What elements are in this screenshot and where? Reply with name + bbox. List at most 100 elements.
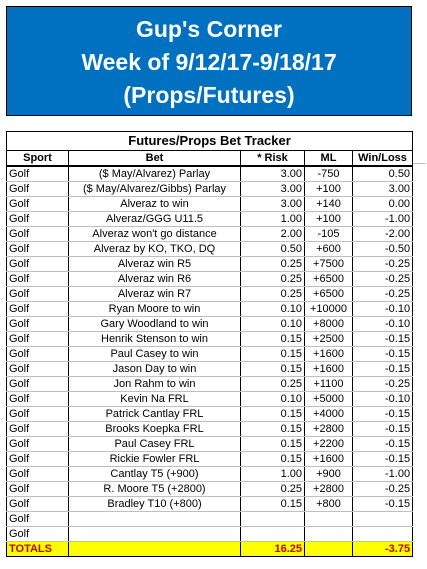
gridline-fragment <box>412 163 426 164</box>
cell-risk: 2.00 <box>240 226 305 242</box>
cell-winloss: -0.25 <box>351 376 414 392</box>
cell-sport: Golf <box>6 496 69 512</box>
cell-ml: +7500 <box>304 256 353 272</box>
table-row: Golf Paul Casey FRL 0.15 +2200 -0.15 <box>6 436 414 452</box>
cell-risk: 0.15 <box>240 346 305 362</box>
cell-ml: +10000 <box>304 301 353 317</box>
cell-winloss: -0.10 <box>351 316 414 332</box>
cell-sport: Golf <box>6 361 69 377</box>
cell-bet: Alveraz win R5 <box>68 256 241 272</box>
cell-winloss: -0.15 <box>351 406 414 422</box>
table-row: Golf Ryan Moore to win 0.10 +10000 -0.10 <box>6 301 414 317</box>
totals-row: TOTALS 16.25 -3.75 <box>6 541 414 557</box>
header-sport: Sport <box>6 150 69 167</box>
cell-ml: +800 <box>304 496 353 512</box>
cell-ml: +2500 <box>304 331 353 347</box>
cell-winloss: -0.25 <box>351 286 414 302</box>
cell-risk: 1.00 <box>240 466 305 482</box>
cell-winloss: -0.15 <box>351 331 414 347</box>
cell-risk: 0.15 <box>240 451 305 467</box>
cell-bet: ($ May/Alvarez/Gibbs) Parlay <box>68 181 241 197</box>
cell-bet: Jon Rahm to win <box>68 376 241 392</box>
cell-ml: +2800 <box>304 421 353 437</box>
cell-bet: Alveraz to win <box>68 196 241 212</box>
cell-bet: Paul Casey to win <box>68 346 241 362</box>
cell-ml: +100 <box>304 211 353 227</box>
bet-tracker-table: Futures/Props Bet Tracker Sport Bet * Ri… <box>5 131 414 557</box>
cell-bet: Henrik Stenson to win <box>68 331 241 347</box>
cell-risk: 0.25 <box>240 271 305 287</box>
cell-winloss <box>351 526 414 542</box>
table-row: Golf Patrick Cantlay FRL 0.15 +4000 -0.15 <box>6 406 414 422</box>
table-row: Golf <box>6 526 414 542</box>
cell-risk: 0.10 <box>240 391 305 407</box>
cell-bet: Alveraz by KO, TKO, DQ <box>68 241 241 257</box>
cell-sport: Golf <box>6 316 69 332</box>
cell-winloss <box>351 511 414 527</box>
cell-sport: Golf <box>6 331 69 347</box>
table-row: Golf Cantlay T5 (+900) 1.00 +900 -1.00 <box>6 466 414 482</box>
cell-risk: 0.15 <box>240 496 305 512</box>
cell-winloss: -0.15 <box>351 496 414 512</box>
page-banner: Gup's Corner Week of 9/12/17-9/18/17 (Pr… <box>6 6 412 116</box>
table-row: Golf R. Moore T5 (+2800) 0.25 +2800 -0.25 <box>6 481 414 497</box>
table-row: Golf <box>6 511 414 527</box>
cell-ml <box>304 526 353 542</box>
cell-ml: +900 <box>304 466 353 482</box>
cell-ml: +1100 <box>304 376 353 392</box>
cell-sport: Golf <box>6 271 69 287</box>
cell-winloss: 0.50 <box>351 166 414 182</box>
cell-risk <box>240 511 305 527</box>
cell-ml: +100 <box>304 181 353 197</box>
cell-ml: +6500 <box>304 271 353 287</box>
cell-bet: Alveraz win R6 <box>68 271 241 287</box>
table-row: Golf Alveraz win R7 0.25 +6500 -0.25 <box>6 286 414 302</box>
cell-risk: 0.15 <box>240 421 305 437</box>
table-row: Golf Alveraz win R6 0.25 +6500 -0.25 <box>6 271 414 287</box>
cell-risk: 0.15 <box>240 361 305 377</box>
cell-sport: Golf <box>6 166 69 182</box>
cell-ml: +140 <box>304 196 353 212</box>
cell-bet: Alveraz/GGG U11.5 <box>68 211 241 227</box>
totals-risk: 16.25 <box>240 541 305 557</box>
cell-ml: +1600 <box>304 361 353 377</box>
cell-winloss: -0.25 <box>351 481 414 497</box>
header-bet: Bet <box>68 150 241 167</box>
cell-winloss: -1.00 <box>351 466 414 482</box>
cell-risk: 0.25 <box>240 481 305 497</box>
cell-risk: 0.50 <box>240 241 305 257</box>
cell-ml: +5000 <box>304 391 353 407</box>
header-winloss: Win/Loss <box>351 150 414 167</box>
table-header-row: Sport Bet * Risk ML Win/Loss <box>6 150 414 167</box>
cell-sport: Golf <box>6 346 69 362</box>
cell-ml: -750 <box>304 166 353 182</box>
cell-ml: +600 <box>304 241 353 257</box>
cell-sport: Golf <box>6 391 69 407</box>
cell-sport: Golf <box>6 301 69 317</box>
totals-winloss: -3.75 <box>351 541 414 557</box>
cell-risk: 0.25 <box>240 256 305 272</box>
cell-bet: Gary Woodland to win <box>68 316 241 332</box>
cell-risk <box>240 526 305 542</box>
cell-winloss: -1.00 <box>351 211 414 227</box>
table-row: Golf Alveraz won't go distance 2.00 -105 -2.… <box>6 226 414 242</box>
table-row: Golf Paul Casey to win 0.15 +1600 -0.15 <box>6 346 414 362</box>
cell-sport: Golf <box>6 286 69 302</box>
cell-sport: Golf <box>6 526 69 542</box>
table-row: Golf Gary Woodland to win 0.10 +8000 -0.10 <box>6 316 414 332</box>
cell-winloss: -0.25 <box>351 271 414 287</box>
cell-sport: Golf <box>6 226 69 242</box>
cell-risk: 1.00 <box>240 211 305 227</box>
cell-ml: +8000 <box>304 316 353 332</box>
cell-bet: Ryan Moore to win <box>68 301 241 317</box>
cell-risk: 3.00 <box>240 166 305 182</box>
cell-bet: Patrick Cantlay FRL <box>68 406 241 422</box>
banner-week: Week of 9/12/17-9/18/17 <box>81 49 337 75</box>
cell-bet: ($ May/Alvarez) Parlay <box>68 166 241 182</box>
cell-sport: Golf <box>6 196 69 212</box>
cell-ml: +1600 <box>304 346 353 362</box>
table-row: Golf Jason Day to win 0.15 +1600 -0.15 <box>6 361 414 377</box>
cell-sport: Golf <box>6 406 69 422</box>
table-row: Golf Brooks Koepka FRL 0.15 +2800 -0.15 <box>6 421 414 437</box>
cell-ml: +2800 <box>304 481 353 497</box>
